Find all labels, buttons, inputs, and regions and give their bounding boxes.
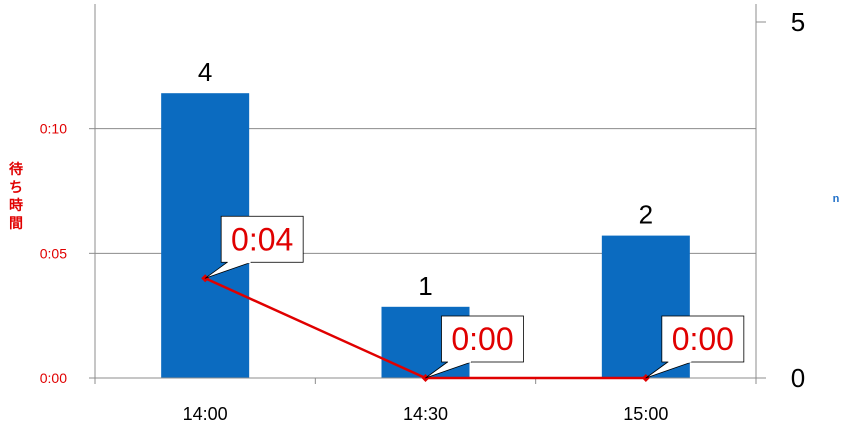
bar-data-label: 4 <box>198 57 212 87</box>
line-data-label: 0:00 <box>451 321 513 357</box>
bar-data-label: 1 <box>418 271 432 301</box>
line-data-callout: 0:00 <box>425 315 524 379</box>
y-tick-label: 0:00 <box>40 370 67 386</box>
callout-box <box>661 315 745 363</box>
y2-tick-label: 5 <box>791 7 805 37</box>
labels: 4 1 2 0:00 0:05 0:10 0 5 14:00 14:30 15:00 待ち時間 n 0:0… <box>9 7 840 424</box>
callout-box <box>220 215 304 263</box>
x-tick-label: 14:30 <box>403 404 448 424</box>
bar-data-label: 2 <box>639 200 653 230</box>
y-axis-title: 待ち時間 <box>9 161 23 232</box>
x-tick-label: 15:00 <box>623 404 668 424</box>
line-data-callout: 0:00 <box>645 315 745 379</box>
line-data-callout: 0:04 <box>204 215 304 279</box>
y-tick-label: 0:10 <box>40 121 67 137</box>
y2-axis-title: n <box>833 193 840 205</box>
y-tick-label: 0:05 <box>40 245 67 261</box>
line-data-label: 0:00 <box>672 321 734 357</box>
x-tick-label: 14:00 <box>183 404 228 424</box>
callout-box <box>441 315 524 363</box>
line-data-label: 0:04 <box>231 221 293 257</box>
y2-tick-label: 0 <box>791 363 805 393</box>
